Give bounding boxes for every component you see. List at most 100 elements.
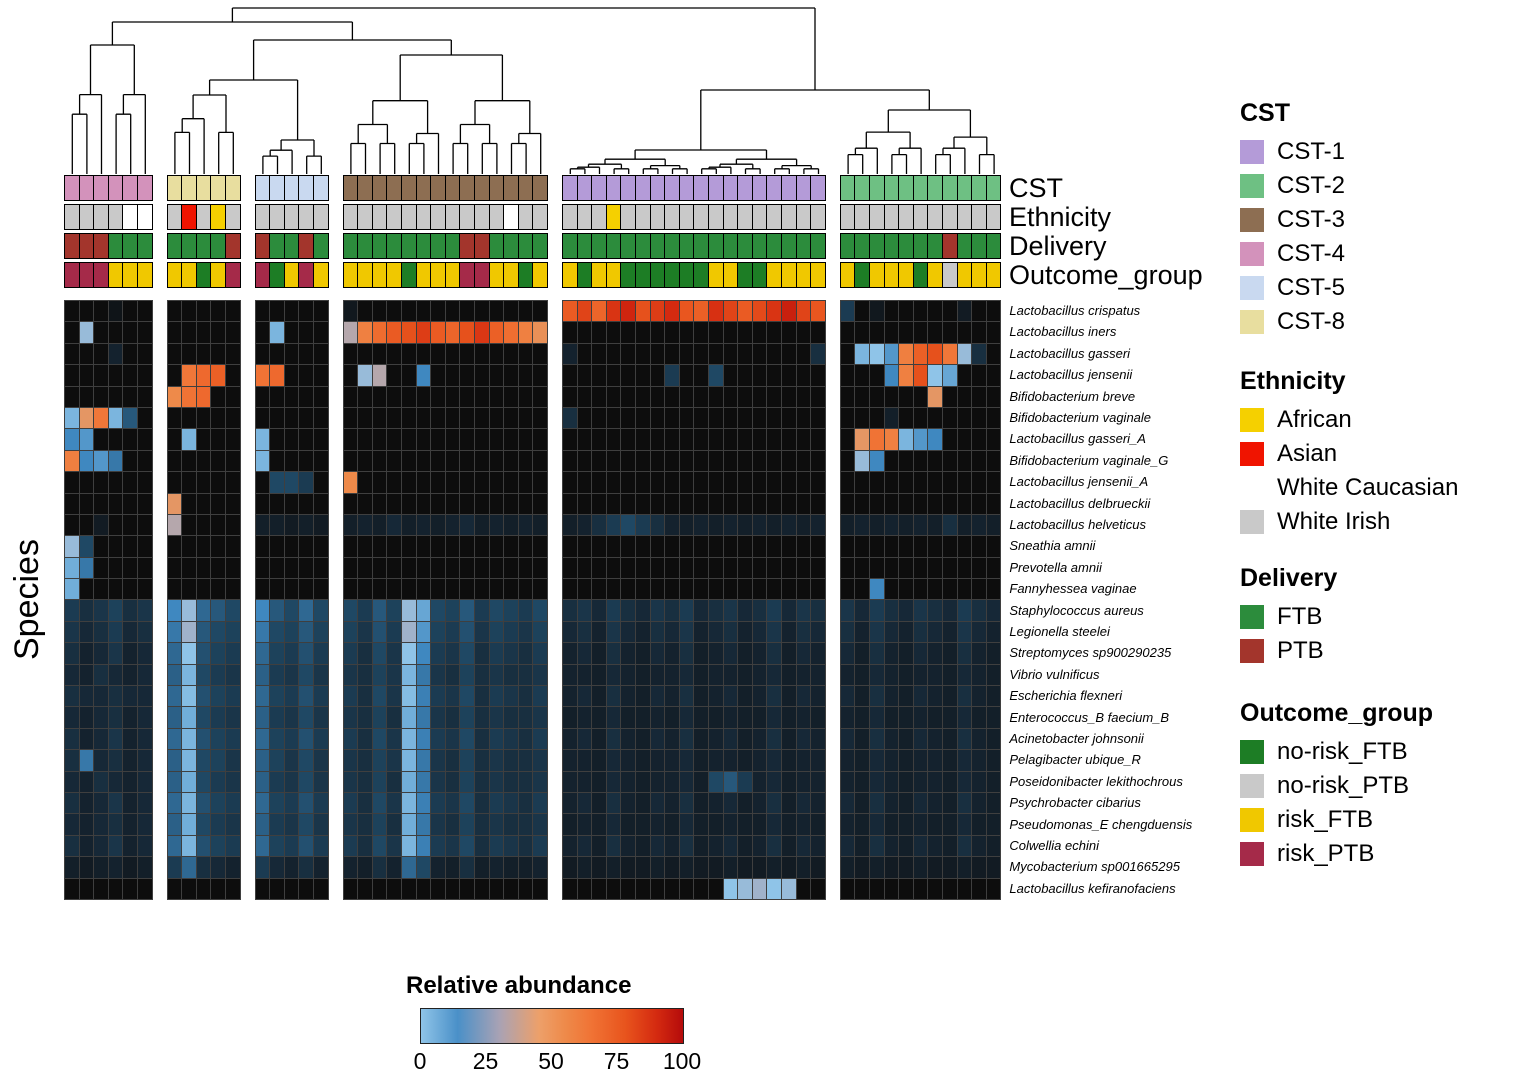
heatmap-cell bbox=[460, 322, 474, 343]
heatmap-cell bbox=[650, 686, 665, 707]
heatmap-cell bbox=[401, 472, 416, 493]
heatmap-cell bbox=[387, 365, 401, 386]
heatmap-cell bbox=[137, 493, 152, 514]
heatmap-cell bbox=[752, 835, 767, 857]
annotation-cell-cst bbox=[358, 176, 372, 200]
heatmap-cell bbox=[474, 621, 489, 643]
heatmap-cell bbox=[928, 835, 942, 857]
heatmap-cell bbox=[474, 472, 489, 493]
heatmap-cell bbox=[577, 514, 592, 536]
heatmap-cell bbox=[225, 835, 240, 857]
heatmap-cell bbox=[723, 707, 738, 728]
legend-label-outcome: no-risk_PTB bbox=[1277, 772, 1410, 799]
heatmap-cell bbox=[650, 814, 665, 835]
heatmap-cell bbox=[767, 429, 781, 450]
annotation-cell-delivery bbox=[928, 234, 942, 258]
heatmap-cell bbox=[621, 686, 635, 707]
heatmap-cell bbox=[665, 600, 679, 621]
annotation-label-cst: CST bbox=[1009, 173, 1063, 203]
annotation-group-outcome bbox=[839, 262, 1002, 288]
heatmap-cell bbox=[679, 771, 694, 792]
heatmap-cell bbox=[986, 301, 1001, 322]
heatmap-cell bbox=[460, 536, 474, 557]
heatmap-cell bbox=[299, 301, 313, 322]
heatmap-cell bbox=[606, 728, 621, 750]
heatmap-cell bbox=[108, 493, 123, 514]
annotation-cell-delivery bbox=[123, 234, 137, 258]
annotation-cell-cst bbox=[431, 176, 445, 200]
heatmap-cell bbox=[504, 536, 518, 557]
heatmap-cell bbox=[855, 407, 869, 429]
heatmap-cell bbox=[460, 771, 474, 792]
dendrogram bbox=[71, 7, 995, 174]
heatmap-cell bbox=[343, 301, 358, 322]
heatmap-cell bbox=[358, 386, 372, 407]
heatmap-cell bbox=[270, 728, 284, 750]
heatmap-cell bbox=[592, 728, 606, 750]
heatmap-cell bbox=[796, 579, 811, 600]
heatmap-cell bbox=[855, 728, 869, 750]
heatmap-cell bbox=[123, 365, 137, 386]
species-label: Sneathia amnii bbox=[1009, 538, 1096, 554]
heatmap-cell bbox=[474, 878, 489, 899]
heatmap-cell bbox=[108, 771, 123, 792]
heatmap-cell bbox=[533, 621, 547, 643]
heatmap-cell bbox=[957, 407, 972, 429]
heatmap-cell bbox=[343, 322, 358, 343]
heatmap-cell bbox=[489, 536, 504, 557]
annotation-cell-outcome bbox=[182, 263, 196, 287]
annotation-cell-ethnicity bbox=[358, 205, 372, 229]
heatmap-cell bbox=[811, 365, 825, 386]
heatmap-cell bbox=[108, 343, 123, 365]
heatmap-cell bbox=[840, 472, 855, 493]
heatmap-cell bbox=[518, 365, 533, 386]
heatmap-cell bbox=[372, 814, 387, 835]
heatmap-cell bbox=[577, 472, 592, 493]
species-label: Lactobacillus gasseri bbox=[1009, 345, 1131, 361]
heatmap-cell bbox=[401, 386, 416, 407]
heatmap-cell bbox=[358, 514, 372, 536]
legend-swatch-delivery bbox=[1240, 639, 1264, 663]
annotation-cell-outcome bbox=[94, 263, 108, 287]
heatmap-cell bbox=[79, 472, 94, 493]
heatmap-cell bbox=[621, 728, 635, 750]
heatmap-cell bbox=[196, 792, 211, 814]
heatmap-cell bbox=[445, 514, 460, 536]
heatmap-cell bbox=[518, 878, 533, 899]
heatmap-cell bbox=[65, 407, 79, 429]
heatmap-cell bbox=[840, 301, 855, 322]
heatmap-cell bbox=[577, 600, 592, 621]
heatmap-cell bbox=[913, 771, 928, 792]
heatmap-cell bbox=[299, 407, 313, 429]
heatmap-cell bbox=[752, 301, 767, 322]
heatmap-cell bbox=[94, 386, 108, 407]
heatmap-cell bbox=[94, 343, 108, 365]
annotation-cell-ethnicity bbox=[445, 205, 460, 229]
annotation-cell-ethnicity bbox=[182, 205, 196, 229]
annotation-cell-outcome bbox=[621, 263, 635, 287]
heatmap-cell bbox=[942, 707, 957, 728]
annotation-cell-delivery bbox=[957, 234, 972, 258]
heatmap-cell bbox=[840, 707, 855, 728]
heatmap-cell bbox=[723, 472, 738, 493]
heatmap-cell bbox=[840, 621, 855, 643]
annotation-cell-cst bbox=[738, 176, 752, 200]
annotation-cell-outcome bbox=[211, 263, 225, 287]
heatmap-cell bbox=[416, 857, 431, 878]
heatmap-cell bbox=[270, 792, 284, 814]
heatmap-cell bbox=[723, 322, 738, 343]
annotation-cell-delivery bbox=[577, 234, 592, 258]
heatmap-cell bbox=[313, 878, 328, 899]
heatmap-cell bbox=[460, 643, 474, 664]
annotation-cell-cst bbox=[592, 176, 606, 200]
annotation-cell-delivery bbox=[518, 234, 533, 258]
species-label: Streptomyces sp900290235 bbox=[1009, 645, 1172, 661]
heatmap-cell bbox=[270, 386, 284, 407]
heatmap-cell bbox=[694, 514, 708, 536]
legend-label-cst: CST-2 bbox=[1277, 172, 1346, 199]
heatmap-cell bbox=[621, 664, 635, 686]
heatmap-cell bbox=[679, 493, 694, 514]
heatmap-cell bbox=[489, 514, 504, 536]
heatmap-cell bbox=[445, 878, 460, 899]
heatmap-cell bbox=[313, 557, 328, 579]
